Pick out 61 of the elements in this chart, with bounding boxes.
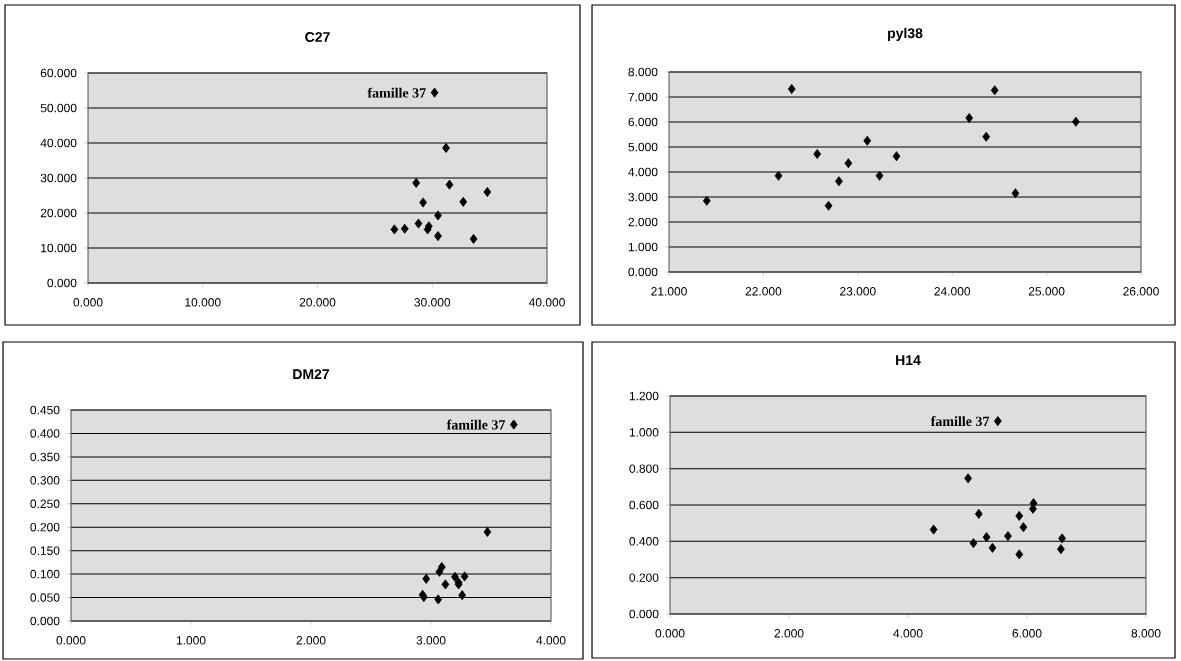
y-tick-label: 8.000: [628, 67, 658, 77]
y-tick-label: 0.600: [629, 500, 659, 510]
x-tick-label: 0.000: [56, 636, 86, 645]
y-tick-label: 50.000: [40, 103, 77, 113]
y-tick-label: 0.300: [30, 476, 60, 485]
y-tick-label: 0.400: [30, 429, 60, 438]
y-tick-label: 10.000: [41, 243, 77, 253]
y-tick-label: 30.000: [40, 173, 77, 183]
x-tick-label: 22.000: [745, 287, 782, 296]
y-tick-label: 5.000: [628, 142, 658, 152]
annotation: famille 37: [930, 416, 990, 427]
y-tick-label: 0.400: [629, 537, 659, 546]
y-tick-label: 1.200: [629, 391, 659, 401]
annotation: famille 37: [367, 87, 426, 98]
y-tick-label: 1.000: [628, 242, 658, 252]
y-tick-label: 0.200: [629, 573, 659, 582]
x-tick-label: 2.000: [296, 636, 326, 645]
x-tick-label: 8.000: [1131, 629, 1161, 638]
y-tick-label: 0.000: [629, 609, 659, 619]
y-tick-label: 0.000: [628, 267, 658, 277]
x-tick-label: 24.000: [934, 287, 971, 296]
y-tick-label: 0.100: [30, 569, 60, 579]
y-tick-label: 0.200: [30, 522, 60, 532]
y-tick-label: 0.250: [30, 499, 60, 509]
chart-title: pyl38: [888, 27, 923, 41]
x-tick-label: 0.000: [655, 629, 685, 638]
y-tick-label: 1.000: [629, 428, 659, 437]
x-tick-label: 3.000: [416, 636, 446, 645]
y-tick-label: 6.000: [628, 117, 658, 127]
x-tick-label: 20.000: [299, 298, 336, 307]
y-tick-label: 0.150: [30, 546, 60, 555]
x-tick-label: 6.000: [1012, 629, 1042, 638]
y-tick-label: 20.000: [40, 208, 77, 218]
x-tick-label: 21.000: [651, 287, 687, 296]
y-tick-label: 0.800: [629, 464, 659, 473]
y-tick-label: 0.050: [30, 593, 60, 602]
x-tick-label: 26.000: [1123, 287, 1159, 296]
x-tick-label: 4.000: [536, 636, 566, 645]
chart-title: H14: [896, 355, 921, 365]
x-tick-label: 0.000: [73, 298, 103, 307]
y-tick-label: 7.000: [628, 92, 658, 102]
chart-title: C27: [305, 32, 330, 42]
x-tick-label: 25.000: [1028, 287, 1065, 296]
y-tick-label: 40.000: [40, 138, 77, 148]
y-tick-label: 60.000: [40, 68, 77, 78]
x-tick-label: 30.000: [414, 298, 451, 307]
x-tick-label: 1.000: [176, 636, 206, 645]
y-tick-label: 2.000: [628, 217, 658, 227]
x-tick-label: 23.000: [840, 287, 876, 296]
x-tick-label: 2.000: [774, 629, 804, 638]
annotation: famille 37: [446, 419, 506, 430]
y-tick-label: 4.000: [628, 167, 658, 177]
x-tick-label: 4.000: [893, 629, 923, 638]
y-tick-label: 0.350: [30, 452, 60, 462]
x-tick-label: 40.000: [528, 298, 565, 307]
y-tick-label: 0.000: [30, 616, 60, 626]
y-tick-label: 0.000: [47, 278, 77, 288]
x-tick-label: 10.000: [185, 298, 221, 307]
y-tick-label: 0.450: [30, 405, 60, 415]
y-tick-label: 3.000: [628, 192, 658, 202]
chart-title: DM27: [293, 369, 330, 379]
